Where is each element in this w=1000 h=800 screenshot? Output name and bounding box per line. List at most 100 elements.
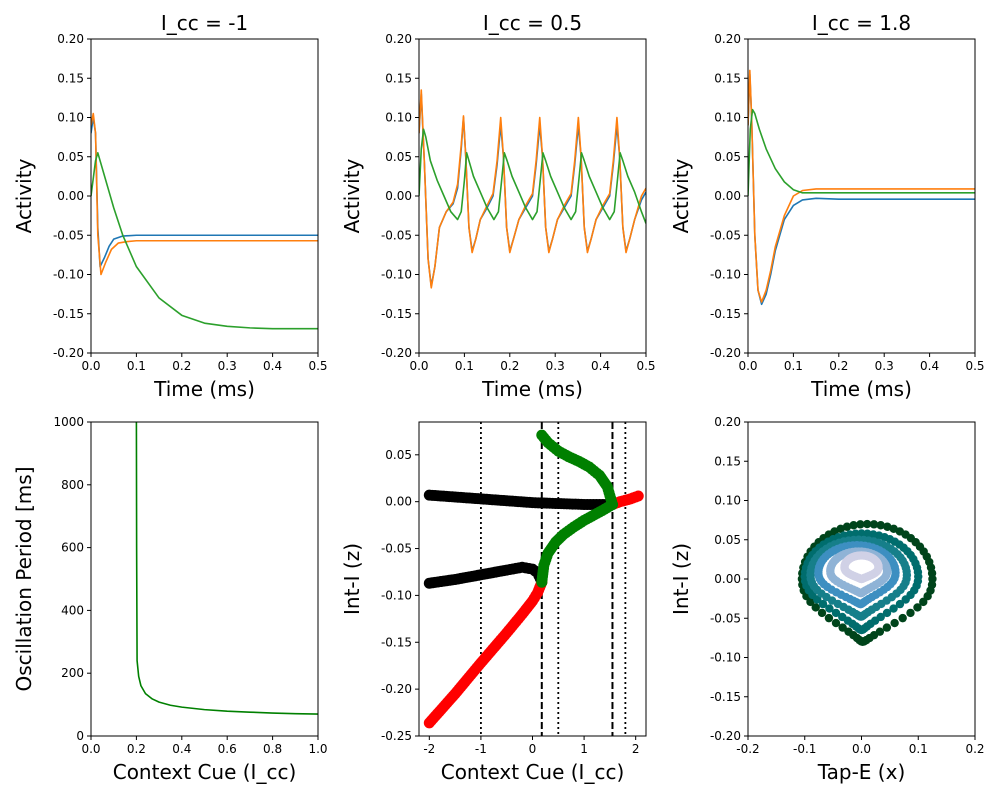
y-tick-label: 0.20 [385,32,412,46]
scatter-branch-5 [536,429,618,510]
y-tick-label: 0.05 [714,150,741,164]
y-tick-label: 0.05 [385,448,412,462]
y-tick-label: -0.10 [710,268,741,282]
scatter-branch-2 [423,561,548,589]
x-tick-label: 0.8 [263,742,282,756]
phase-point [906,608,915,618]
y-tick-label: -0.10 [710,651,741,665]
x-axis-label: Time (ms) [481,377,583,401]
y-tick-label: -0.25 [381,729,412,743]
y-tick-label: 800 [61,478,84,492]
y-tick-label: 0.05 [714,533,741,547]
phase-point [842,522,852,531]
phase-point [889,524,898,534]
subplot-title: I_cc = 1.8 [812,11,911,35]
x-tick-label: 0.5 [308,359,327,373]
phase-point [863,529,872,538]
y-tick-label: -0.20 [710,729,741,743]
phase-point [913,576,923,586]
x-axis-label: Time (ms) [153,377,255,401]
x-tick-label: 0.3 [218,359,237,373]
plot-area [423,422,644,736]
x-tick-label: 0.2 [172,359,191,373]
scatter-branch-6 [536,498,618,588]
y-tick-label: 0.15 [714,454,741,468]
phase-point [895,599,905,609]
plot-area [419,89,646,289]
scatter-point [606,498,618,510]
y-tick-label: -0.15 [381,635,412,649]
limit-cycle-loop-5 [826,547,892,598]
subplot-title: I_cc = 0.5 [483,11,582,35]
y-tick-label: 0.15 [385,71,412,85]
y-tick-label: 200 [61,666,84,680]
scatter-branch-3 [423,576,548,729]
x-axis-label: Time (ms) [810,377,912,401]
x-tick-label: 0.2 [965,742,984,756]
phase-point [831,608,841,618]
series-line-3 [748,108,975,197]
subplot-title: I_cc = -1 [161,11,248,35]
axes-frame [90,421,319,737]
x-tick-label: 0.2 [829,359,848,373]
phase-point [818,599,828,609]
x-tick-label: 0.4 [920,359,939,373]
subplot-grid: 0.0 0.1 0.2 0.3 0.4 0.5-0.20-0.15-0.10-0.050.… [12,11,985,784]
series-line-1 [135,422,318,715]
y-tick-label: 0.00 [385,495,412,509]
y-axis-label: Oscillation Period [ms] [12,467,36,692]
scatter-point [632,490,644,502]
y-tick-label: 0 [76,729,84,743]
x-tick-label: 0.2 [500,359,519,373]
y-tick-label: -0.15 [710,690,741,704]
phase-point [882,623,892,632]
y-tick-label: 0.20 [714,32,741,46]
y-tick-label: 0.00 [714,189,741,203]
y-tick-label: -0.20 [381,346,412,360]
phase-point [831,618,841,628]
x-tick-label: 0.5 [636,359,655,373]
x-tick-label: 0.3 [875,359,894,373]
phase-point [913,603,922,612]
series-line-3 [419,128,646,224]
y-axis-label: Int-I (z) [669,543,693,615]
series-line-2 [748,69,975,303]
y-tick-label: 0.05 [57,150,84,164]
y-tick-label: -0.15 [381,307,412,321]
phase-point [891,571,900,580]
phase-point [902,574,911,583]
x-tick-label: 1.0 [308,742,327,756]
phase-point [811,603,820,612]
x-tick-label: 0.0 [81,359,100,373]
x-axis-label: Tap-E (x) [817,760,906,784]
phase-point [869,520,879,529]
phase-point [817,608,827,618]
phase-point [825,604,834,613]
x-tick-label: 0.2 [127,742,146,756]
phase-point [824,613,834,623]
x-axis-label: Context Cue (I_cc) [113,760,297,784]
y-tick-label: 400 [61,603,84,617]
series-line-1 [419,93,646,288]
phase-point [874,564,883,573]
phase-point [857,529,866,538]
y-tick-label: 0.15 [714,71,741,85]
y-tick-label: -0.10 [53,268,84,282]
y-tick-label: 0.05 [385,150,412,164]
plot-area [135,422,318,715]
x-tick-label: 0.4 [263,359,282,373]
phase-point [883,522,892,531]
subplot-2: 0.0 0.1 0.2 0.3 0.4 0.5 -0.20 -0.15 -0.10 -0.05 0.… [340,11,656,401]
x-tick-label: 0.5 [965,359,984,373]
x-tick-label: 2 [632,742,640,756]
x-tick-label: 0.0 [81,742,100,756]
phase-point [882,569,892,578]
phase-point [875,627,885,636]
x-tick-label: 0 [529,742,537,756]
phase-point [849,521,858,530]
x-tick-label: 0.6 [218,742,237,756]
x-tick-label: -1 [475,742,487,756]
phase-point [862,519,872,529]
x-tick-label: -0.2 [736,742,759,756]
x-tick-label: 0.0 [738,359,757,373]
